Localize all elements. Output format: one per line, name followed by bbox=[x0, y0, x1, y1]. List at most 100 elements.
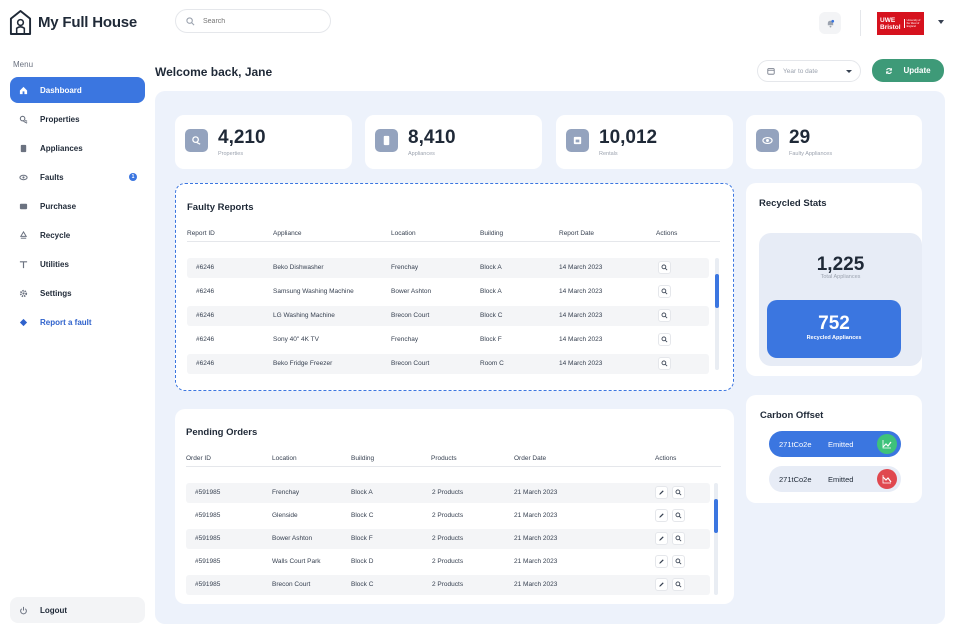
view-button[interactable] bbox=[672, 578, 685, 591]
carbon-row-up[interactable]: 271tCo2e Emitted bbox=[769, 431, 901, 457]
table-row[interactable]: #591985 Frenchay Block A 2 Products 21 M… bbox=[186, 483, 710, 503]
recycled-appliances-value: 752 bbox=[818, 313, 850, 334]
logout-button[interactable]: Logout bbox=[10, 597, 145, 623]
faulty-reports-body: #6246 Beko Dishwasher Frenchay Block A 1… bbox=[187, 258, 709, 378]
date-range-select[interactable]: Year to date bbox=[757, 60, 861, 82]
edit-button[interactable] bbox=[655, 532, 668, 545]
wallet-icon bbox=[19, 203, 28, 209]
org-logo-tagline: University of the West of England bbox=[903, 19, 921, 28]
order-id: #591985 bbox=[195, 558, 221, 565]
faulty-icon bbox=[756, 129, 779, 152]
sidebar-item-recycle[interactable]: Recycle bbox=[10, 222, 145, 248]
sidebar-item-utilities[interactable]: Utilities bbox=[10, 251, 145, 277]
view-button[interactable] bbox=[658, 357, 671, 370]
table-row[interactable]: #6246 Beko Fridge Freezer Brecon Court R… bbox=[187, 354, 709, 374]
account-dropdown-caret[interactable] bbox=[938, 20, 944, 24]
products: 2 Products bbox=[432, 558, 464, 565]
edit-button[interactable] bbox=[655, 509, 668, 522]
sidebar-item-settings[interactable]: Settings bbox=[10, 280, 145, 306]
report-id: #6246 bbox=[196, 312, 215, 319]
appliance: Sony 40" 4K TV bbox=[273, 336, 319, 343]
report-id: #6246 bbox=[196, 264, 215, 271]
edit-button[interactable] bbox=[655, 486, 668, 499]
faulty-reports-panel: Faulty Reports Report ID Appliance Locat… bbox=[175, 183, 734, 391]
column-header: Building bbox=[480, 230, 504, 237]
search-icon bbox=[186, 16, 195, 25]
scrollbar[interactable] bbox=[714, 483, 718, 595]
recycled-appliances-label: Recycled Appliances bbox=[806, 335, 862, 341]
table-row[interactable]: #591985 Glenside Block C 2 Products 21 M… bbox=[186, 506, 710, 526]
table-row[interactable]: #6246 Beko Dishwasher Frenchay Block A 1… bbox=[187, 258, 709, 278]
app-logo[interactable]: My Full House bbox=[9, 9, 137, 36]
table-row[interactable]: #6246 Samsung Washing Machine Bower Asht… bbox=[187, 282, 709, 302]
edit-button[interactable] bbox=[655, 555, 668, 568]
scrollbar-thumb[interactable] bbox=[714, 499, 718, 533]
pencil-icon bbox=[659, 513, 664, 518]
sidebar-item-dashboard[interactable]: Dashboard bbox=[10, 77, 145, 103]
recycled-stats-panel: Recycled Stats 1,225 Total Appliances 75… bbox=[746, 183, 922, 376]
report-id: #6246 bbox=[196, 288, 215, 295]
faults-icon bbox=[19, 174, 28, 180]
scrollbar[interactable] bbox=[715, 258, 719, 370]
products: 2 Products bbox=[432, 512, 464, 519]
view-button[interactable] bbox=[672, 555, 685, 568]
app-name: My Full House bbox=[38, 14, 138, 31]
org-logo-line1: UWE bbox=[880, 16, 896, 24]
table-row[interactable]: #6246 Sony 40" 4K TV Frenchay Block F 14… bbox=[187, 330, 709, 350]
view-button[interactable] bbox=[658, 309, 671, 322]
stat-value: 8,410 bbox=[408, 127, 456, 148]
pending-orders-panel: Pending Orders Order ID Location Buildin… bbox=[175, 409, 734, 604]
search-input[interactable] bbox=[203, 17, 313, 25]
rentals-icon bbox=[566, 129, 589, 152]
sidebar-item-label: Utilities bbox=[40, 259, 69, 269]
sidebar-item-appliances[interactable]: Appliances bbox=[10, 135, 145, 161]
view-button[interactable] bbox=[672, 532, 685, 545]
house-logo-icon bbox=[9, 10, 32, 35]
location: Frenchay bbox=[391, 264, 419, 271]
refresh-icon bbox=[886, 67, 893, 74]
column-header: Report ID bbox=[187, 230, 215, 237]
order-date: 21 March 2023 bbox=[514, 512, 558, 519]
pending-orders-title: Pending Orders bbox=[186, 427, 258, 438]
sidebar-item-purchase[interactable]: Purchase bbox=[10, 193, 145, 219]
appliance-icon bbox=[375, 129, 398, 152]
view-button[interactable] bbox=[672, 486, 685, 499]
column-header: Actions bbox=[655, 455, 677, 462]
view-button[interactable] bbox=[658, 261, 671, 274]
sidebar-item-label: Appliances bbox=[40, 143, 83, 153]
edit-button[interactable] bbox=[655, 578, 668, 591]
table-row[interactable]: #591985 Walls Court Park Block D 2 Produ… bbox=[186, 552, 710, 572]
power-icon bbox=[20, 606, 27, 614]
carbon-row-down[interactable]: 271tCo2e Emitted bbox=[769, 466, 901, 492]
scrollbar-thumb[interactable] bbox=[715, 274, 719, 308]
sidebar-item-properties[interactable]: Properties bbox=[10, 106, 145, 132]
table-row[interactable]: #6246 LG Washing Machine Brecon Court Bl… bbox=[187, 306, 709, 326]
order-date: 21 March 2023 bbox=[514, 558, 558, 565]
pending-orders-header: Order ID Location Building Products Orde… bbox=[186, 455, 721, 467]
building: Block A bbox=[351, 489, 373, 496]
search-bar[interactable] bbox=[175, 9, 331, 33]
search-icon bbox=[675, 489, 682, 496]
sidebar-item-report-fault[interactable]: Report a fault bbox=[10, 309, 145, 335]
view-button[interactable] bbox=[672, 509, 685, 522]
view-button[interactable] bbox=[658, 285, 671, 298]
update-button[interactable]: Update bbox=[872, 59, 944, 82]
table-row[interactable]: #591985 Brecon Court Block C 2 Products … bbox=[186, 575, 710, 595]
sidebar-item-faults[interactable]: Faults 1 bbox=[10, 164, 145, 190]
recycled-stats-card: 1,225 Total Appliances 752 Recycled Appl… bbox=[759, 233, 922, 366]
carbon-offset-panel: Carbon Offset 271tCo2e Emitted 271tCo2e … bbox=[746, 395, 922, 503]
report-id: #6246 bbox=[196, 360, 215, 367]
appliance: Beko Fridge Freezer bbox=[273, 360, 333, 367]
header-divider bbox=[860, 10, 861, 36]
notifications-button[interactable] bbox=[819, 12, 841, 34]
table-row[interactable]: #591985 Bower Ashton Block F 2 Products … bbox=[186, 529, 710, 549]
view-button[interactable] bbox=[658, 333, 671, 346]
stat-value: 4,210 bbox=[218, 127, 266, 148]
total-appliances-label: Total Appliances bbox=[820, 274, 861, 280]
faulty-reports-title: Faulty Reports bbox=[187, 202, 254, 213]
properties-icon bbox=[185, 129, 208, 152]
stat-value: 29 bbox=[789, 127, 811, 148]
stat-label: Faulty Appliances bbox=[789, 151, 833, 157]
sidebar-item-label: Faults bbox=[40, 172, 64, 182]
appliance: Samsung Washing Machine bbox=[273, 288, 354, 295]
